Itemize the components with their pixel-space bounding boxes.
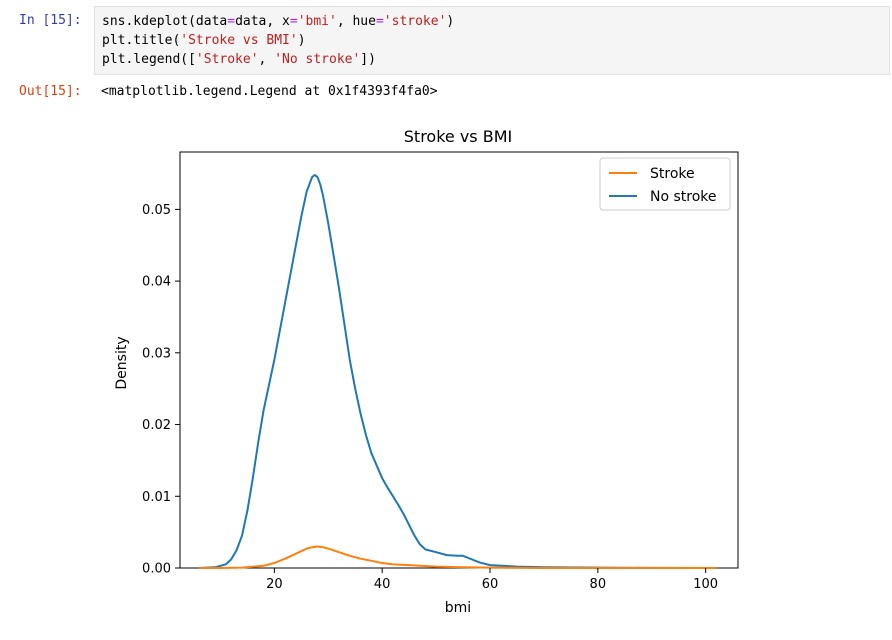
code-token: sns.kdeplot(data — [102, 14, 228, 29]
output-prompt: Out[15]: — [19, 84, 82, 99]
y-tick-label: 0.02 — [142, 418, 171, 433]
series-line-stroke — [198, 545, 717, 569]
legend: Stroke No stroke — [599, 157, 731, 211]
code-token: 'No stroke' — [274, 52, 361, 67]
code-line: plt.legend(['Stroke', 'No stroke']) — [102, 50, 882, 69]
code-line: plt.title('Stroke vs BMI') — [102, 31, 882, 50]
code-token: plt.legend([ — [102, 52, 196, 67]
chart-title: Stroke vs BMI — [404, 127, 512, 146]
y-tick-label: 0.01 — [142, 490, 171, 505]
kde-plot: 20 40 60 80 100 0.00 0.01 0.02 0.03 0.04 0.05 Str… — [114, 127, 739, 616]
legend-label: No stroke — [650, 189, 717, 205]
axes-frame — [179, 151, 739, 569]
x-tick-label: 20 — [266, 577, 283, 592]
code-token: , hue — [336, 14, 376, 29]
y-ticks: 0.00 0.01 0.02 0.03 0.04 0.05 — [142, 203, 180, 577]
y-tick-label: 0.03 — [142, 346, 171, 361]
series-line-no-stroke — [198, 174, 717, 569]
code-token: ) — [297, 33, 306, 48]
code-token: 'bmi' — [297, 14, 337, 29]
x-ticks: 20 40 60 80 100 — [266, 568, 718, 592]
curves-group — [198, 174, 717, 569]
code-token: = — [227, 14, 236, 29]
y-tick-label: 0.04 — [142, 275, 171, 290]
code-token: data, x — [235, 14, 290, 29]
x-tick-label: 60 — [482, 577, 499, 592]
x-tick-label: 40 — [374, 577, 391, 592]
code-token: 'Stroke' — [195, 52, 259, 67]
x-tick-label: 100 — [693, 577, 718, 592]
y-tick-label: 0.00 — [142, 562, 171, 577]
code-line: sns.kdeplot(data=data, x='bmi', hue='str… — [102, 12, 882, 31]
code-token: ) — [446, 14, 455, 29]
output-text: <matplotlib.legend.Legend at 0x1f4393f4f… — [101, 84, 438, 99]
code-token: = — [375, 14, 384, 29]
y-axis-label: Density — [114, 336, 130, 389]
code-token: 'stroke' — [383, 14, 447, 29]
y-tick-label: 0.05 — [142, 203, 171, 218]
code-token: 'Stroke vs BMI' — [180, 33, 298, 48]
x-tick-label: 80 — [590, 577, 607, 592]
code-token: = — [289, 14, 298, 29]
code-token: plt.title( — [102, 33, 181, 48]
code-cell-editor[interactable]: sns.kdeplot(data=data, x='bmi', hue='str… — [94, 6, 890, 75]
input-prompt: In [15]: — [19, 13, 82, 28]
legend-label: Stroke — [650, 166, 695, 182]
x-axis-label: bmi — [445, 600, 471, 616]
code-token: , — [258, 52, 275, 67]
code-token: ]) — [360, 52, 376, 67]
